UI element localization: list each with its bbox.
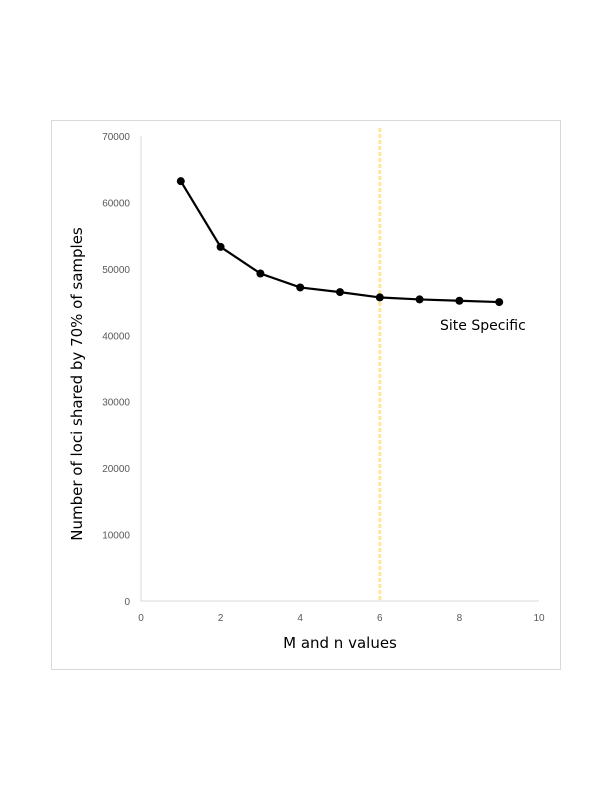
- x-tick-label: 4: [297, 613, 303, 624]
- x-tick-label: 10: [533, 613, 545, 624]
- x-tick-label: 8: [457, 613, 463, 624]
- y-tick-label: 10000: [102, 531, 130, 542]
- x-tick-label: 0: [138, 613, 144, 624]
- y-axis-title: Number of loci shared by 70% of samples: [68, 227, 86, 541]
- data-point: [216, 242, 225, 251]
- x-tick-label: 2: [218, 613, 224, 624]
- y-tick-label: 20000: [102, 464, 130, 475]
- data-point: [495, 298, 504, 307]
- x-tick-label: 6: [377, 613, 383, 624]
- data-point: [296, 283, 305, 292]
- x-axis-title: M and n values: [283, 634, 397, 652]
- y-tick-labels: 0 10000 20000 30000 40000 50000 60000 70000: [102, 132, 130, 608]
- series-line: [179, 180, 500, 304]
- y-tick-label: 0: [124, 597, 130, 608]
- data-point: [256, 269, 265, 278]
- x-tick-labels: 0 2 4 6 8 10: [138, 613, 545, 624]
- data-point: [375, 293, 384, 302]
- y-tick-label: 60000: [102, 198, 130, 209]
- data-point: [336, 288, 344, 297]
- y-tick-label: 30000: [102, 398, 130, 409]
- series: [176, 177, 504, 307]
- data-point: [455, 296, 464, 305]
- y-tick-label: 70000: [102, 132, 130, 143]
- y-tick-label: 40000: [102, 331, 130, 342]
- y-tick-label: 50000: [102, 265, 130, 276]
- chart-frame: [51, 120, 561, 670]
- data-point: [176, 177, 185, 186]
- data-point: [415, 295, 424, 304]
- site-specific-annotation: Site Specific: [440, 318, 526, 334]
